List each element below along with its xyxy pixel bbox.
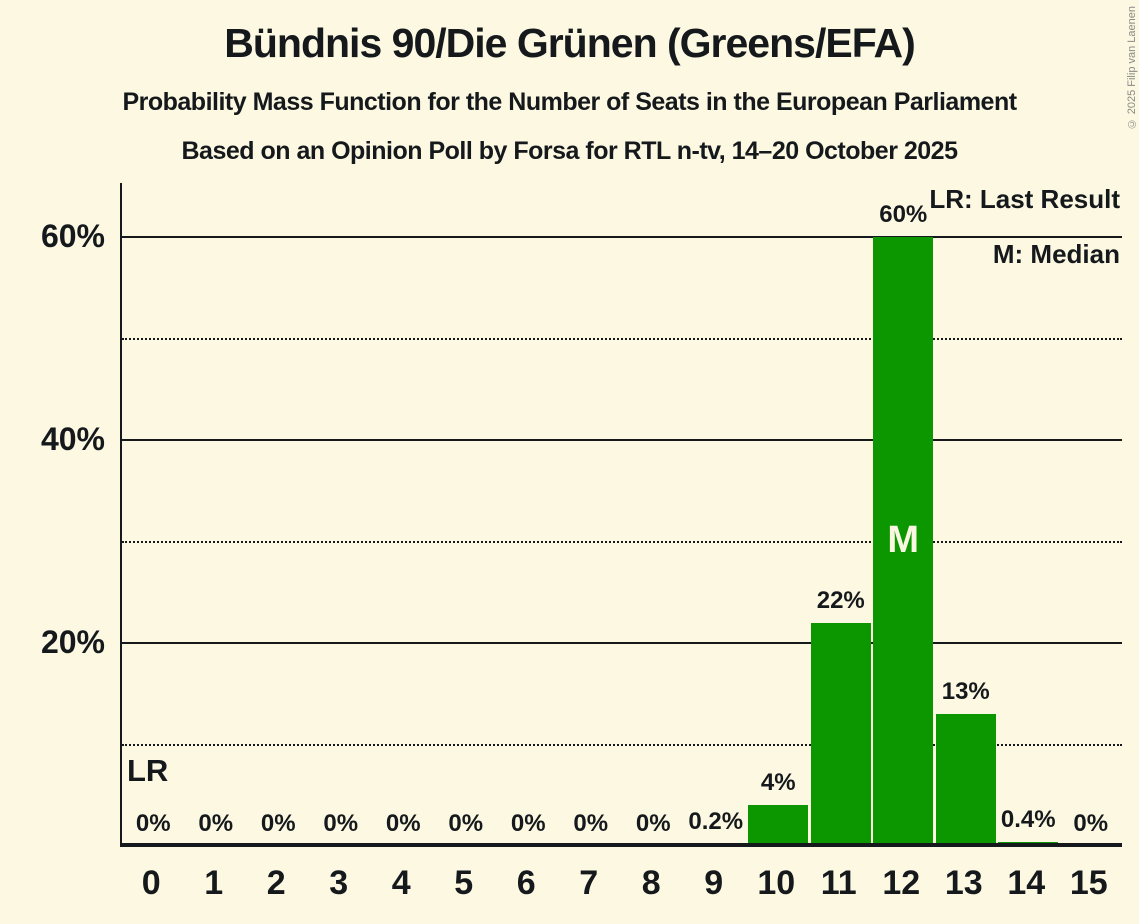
legend-median: M: Median xyxy=(992,239,1120,269)
bar-value-label-8: 0% xyxy=(635,810,671,837)
bar-value-label-10: 4% xyxy=(760,769,796,797)
chart-subtitle: Probability Mass Function for the Number… xyxy=(122,88,1017,116)
x-tick-label-3: 3 xyxy=(329,864,349,902)
x-tick-label-14: 14 xyxy=(1007,864,1046,902)
x-tick-label-12: 12 xyxy=(882,864,921,902)
x-tick-label-4: 4 xyxy=(391,864,411,902)
last-result-marker-label: LR xyxy=(127,753,169,788)
bar-value-label-5: 0% xyxy=(448,810,484,837)
x-tick-label-7: 7 xyxy=(579,864,599,902)
chart-source-line: Based on an Opinion Poll by Forsa for RT… xyxy=(181,137,958,165)
bar-value-label-12: 60% xyxy=(879,201,928,228)
bar-value-label-4: 0% xyxy=(385,810,421,837)
gridline-30pct xyxy=(122,540,1122,543)
y-tick-label-60: 60% xyxy=(40,218,105,254)
y-tick-label-20: 20% xyxy=(40,624,105,660)
bar-value-label-15: 0% xyxy=(1073,810,1109,837)
plot-area: 0% 0% 0% 0% 0% 0% 0% 0% 0% 0.2% 4% 22% 60% 13% 0.4% 0% … xyxy=(120,183,1122,847)
bar-value-label-14: 0.4% xyxy=(1000,805,1056,833)
x-tick-label-6: 6 xyxy=(516,864,536,902)
median-marker-label: M xyxy=(887,519,920,561)
y-tick-label-40: 40% xyxy=(40,421,105,457)
x-axis-line xyxy=(120,843,1122,847)
x-tick-label-10: 10 xyxy=(757,864,796,902)
x-tick-label-1: 1 xyxy=(204,864,224,902)
x-tick-label-13: 13 xyxy=(944,864,983,902)
x-tick-label-5: 5 xyxy=(454,864,474,902)
bar-value-label-13: 13% xyxy=(941,678,990,706)
chart-title: Bündnis 90/Die Grünen (Greens/EFA) xyxy=(224,20,915,66)
gridline-50pct xyxy=(122,337,1122,340)
gridline-10pct xyxy=(122,743,1122,746)
bar-value-label-1: 0% xyxy=(198,810,234,837)
x-tick-label-15: 15 xyxy=(1069,864,1108,902)
x-tick-label-2: 2 xyxy=(266,864,286,902)
bar-seats-13 xyxy=(935,714,996,846)
bar-seats-12 xyxy=(873,237,934,846)
bar-value-label-3: 0% xyxy=(323,810,359,837)
x-tick-label-0: 0 xyxy=(141,864,161,902)
bar-value-label-11: 22% xyxy=(816,586,865,614)
gridline-40pct xyxy=(122,439,1122,441)
bar-seats-11 xyxy=(810,622,871,846)
bar-value-label-9: 0.2% xyxy=(688,807,744,835)
bar-value-label-7: 0% xyxy=(573,810,609,837)
gridline-20pct xyxy=(122,642,1122,644)
bar-seats-10 xyxy=(748,805,809,846)
bar-value-label-6: 0% xyxy=(510,810,546,837)
x-tick-label-8: 8 xyxy=(641,864,661,902)
legend-last-result: LR: Last Result xyxy=(929,184,1120,214)
bar-value-label-0: 0% xyxy=(135,810,171,837)
x-tick-label-11: 11 xyxy=(820,864,857,902)
gridline-60pct xyxy=(122,236,1122,238)
bar-value-label-2: 0% xyxy=(260,810,296,837)
copyright-notice: © 2025 Filip van Laenen xyxy=(1126,6,1138,130)
x-tick-label-9: 9 xyxy=(704,864,724,902)
